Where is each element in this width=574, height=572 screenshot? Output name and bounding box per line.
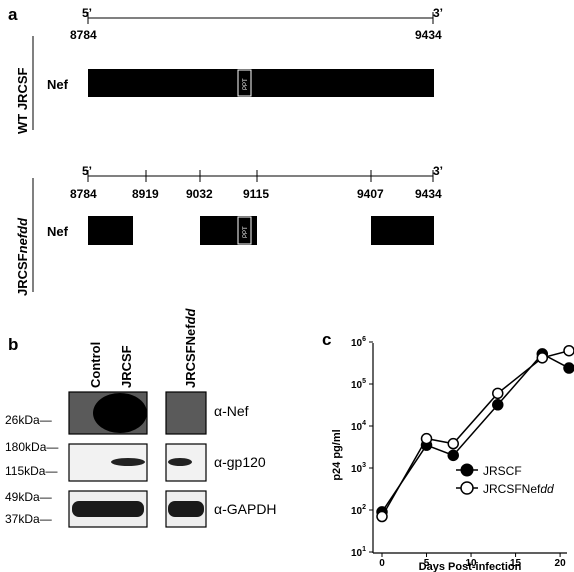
- mut-group-label: JRCSFnefdd: [15, 217, 30, 296]
- panel-c-label: c: [322, 330, 331, 349]
- mut-position-9434: 9434: [415, 187, 442, 201]
- antibody-gapdh: α-GAPDH: [214, 501, 277, 517]
- y-tick-base: 10: [351, 422, 363, 433]
- y-tick-base: 10: [351, 548, 363, 559]
- data-point-jrcsfnefdd: [376, 510, 388, 523]
- mut-end3: 3’: [433, 164, 443, 178]
- nef-band-jrcsf: [93, 393, 147, 433]
- legend-label-jrscf: JRSCF: [483, 464, 522, 478]
- wt-group-label: WT JRCSF: [15, 68, 30, 135]
- data-point-jrcsfnefdd: [563, 344, 574, 357]
- lane-label-jrcsfnefdd-main: JRCSFNef: [183, 324, 198, 388]
- y-tick-exponent: 3: [362, 462, 366, 469]
- mut-position-9115: 9115: [243, 187, 269, 201]
- data-point-jrcsfnefdd: [536, 352, 549, 364]
- blot-nef-right: [165, 391, 207, 435]
- y-tick-exponent: 6: [362, 336, 366, 343]
- data-point-jrcsfnefdd: [420, 432, 433, 445]
- x-axis-label: Days Post-infection: [419, 561, 522, 572]
- gp120-band-jrcsf: [111, 458, 145, 466]
- legend-label-jrcsfnefdd-italic: dd: [540, 482, 554, 496]
- mutant-map: 5’ 3’ 8784 8919 9032 9115 9407 9434 Nef …: [15, 164, 443, 296]
- y-tick-base: 10: [351, 380, 363, 391]
- y-tick-exponent: 1: [362, 546, 366, 553]
- panel-a-label: a: [8, 5, 18, 24]
- y-tick-label: 104: [351, 420, 366, 433]
- y-tick-base: 10: [351, 464, 363, 475]
- y-tick-label: 101: [351, 546, 366, 559]
- data-point-jrscf: [563, 362, 574, 374]
- mut-group-label-main: JRCSF: [15, 253, 30, 296]
- mut-position-8919: 8919: [132, 187, 159, 201]
- mut-nef-segment-3: [371, 216, 434, 245]
- x-tick-label: 20: [555, 558, 567, 569]
- legend-marker-jrscf: [460, 463, 474, 477]
- y-tick-exponent: 5: [362, 378, 366, 385]
- wt-end5: 5’: [82, 6, 92, 20]
- wt-position-8784: 8784: [70, 28, 97, 42]
- x-tick-label: 15: [510, 558, 522, 569]
- data-point-jrscf: [447, 449, 459, 462]
- data-point-jrscf: [492, 399, 504, 411]
- x-ticks: 0 5 10 15 20: [379, 553, 566, 569]
- mut-nef-label: Nef: [47, 224, 69, 239]
- y-tick-exponent: 4: [362, 420, 366, 427]
- wt-end3: 3’: [433, 6, 443, 20]
- x-tick-label: 0: [379, 558, 385, 569]
- panel-b-label: b: [8, 335, 18, 354]
- wt-ppt-label: PPT: [243, 78, 249, 90]
- marker-26kda: 26kDa—: [5, 413, 52, 427]
- wt-nef-label: Nef: [47, 77, 69, 92]
- mut-position-8784: 8784: [70, 187, 97, 201]
- y-axis-label: p24 pg/ml: [331, 429, 343, 480]
- lane-label-jrcsf: JRCSF: [119, 345, 134, 388]
- gapdh-band-left: [72, 501, 144, 517]
- marker-49kda: 49kDa—: [5, 490, 52, 504]
- legend: JRSCF JRCSFNefdd: [456, 463, 554, 496]
- wt-position-9434: 9434: [415, 28, 442, 42]
- legend-marker-jrcsfnefdd: [460, 481, 474, 495]
- wt-ppt-box: [237, 69, 252, 97]
- y-tick-label: 103: [351, 462, 366, 475]
- mut-position-9407: 9407: [357, 187, 384, 201]
- data-point-jrcsfnefdd: [492, 387, 504, 400]
- y-tick-label: 102: [351, 504, 366, 517]
- legend-label-jrcsfnefdd-main: JRCSFNef: [483, 482, 541, 496]
- mut-end5: 5’: [82, 164, 92, 178]
- lane-label-jrcsfnefdd-italic: dd: [183, 307, 198, 324]
- gapdh-band-right: [168, 501, 204, 517]
- y-tick-label: 106: [351, 336, 366, 349]
- lane-label-jrcsfnefdd: JRCSFNefdd: [183, 307, 198, 388]
- gp120-band-jrcsfnefdd: [168, 458, 192, 466]
- x-tick-label: 5: [424, 558, 430, 569]
- mut-position-9032: 9032: [186, 187, 213, 201]
- mut-ppt-label: PPT: [243, 226, 249, 238]
- antibody-gp120: α-gp120: [214, 454, 266, 470]
- blot-gp120: 180kDa— 115kDa— α-gp120: [5, 440, 266, 482]
- blot-gapdh: 49kDa— 37kDa— α-GAPDH: [5, 490, 277, 528]
- marker-37kda: 37kDa—: [5, 512, 52, 526]
- y-tick-exponent: 2: [362, 504, 366, 511]
- wt-map: 5’ 3’ 8784 9434 Nef PPT WT JRCSF: [15, 6, 443, 134]
- blot-nef: 26kDa— α-Nef: [5, 391, 249, 435]
- legend-label-jrcsfnefdd: JRCSFNefdd: [483, 482, 554, 496]
- y-tick-base: 10: [351, 506, 363, 517]
- data-point-jrcsfnefdd: [447, 437, 459, 450]
- marker-180kda: 180kDa—: [5, 440, 58, 454]
- mut-group-label-italic: nefdd: [15, 217, 30, 253]
- marker-115kda: 115kDa—: [5, 464, 57, 478]
- x-tick-label: 10: [465, 558, 477, 569]
- y-tick-base: 10: [351, 338, 363, 349]
- wt-nef-bar: [88, 69, 434, 97]
- antibody-nef: α-Nef: [214, 403, 249, 419]
- y-tick-label: 105: [351, 378, 366, 391]
- series-layer: [376, 344, 574, 523]
- mut-nef-segment-1: [88, 216, 133, 245]
- mut-ppt-box: [237, 216, 252, 245]
- lane-label-control: Control: [88, 342, 103, 388]
